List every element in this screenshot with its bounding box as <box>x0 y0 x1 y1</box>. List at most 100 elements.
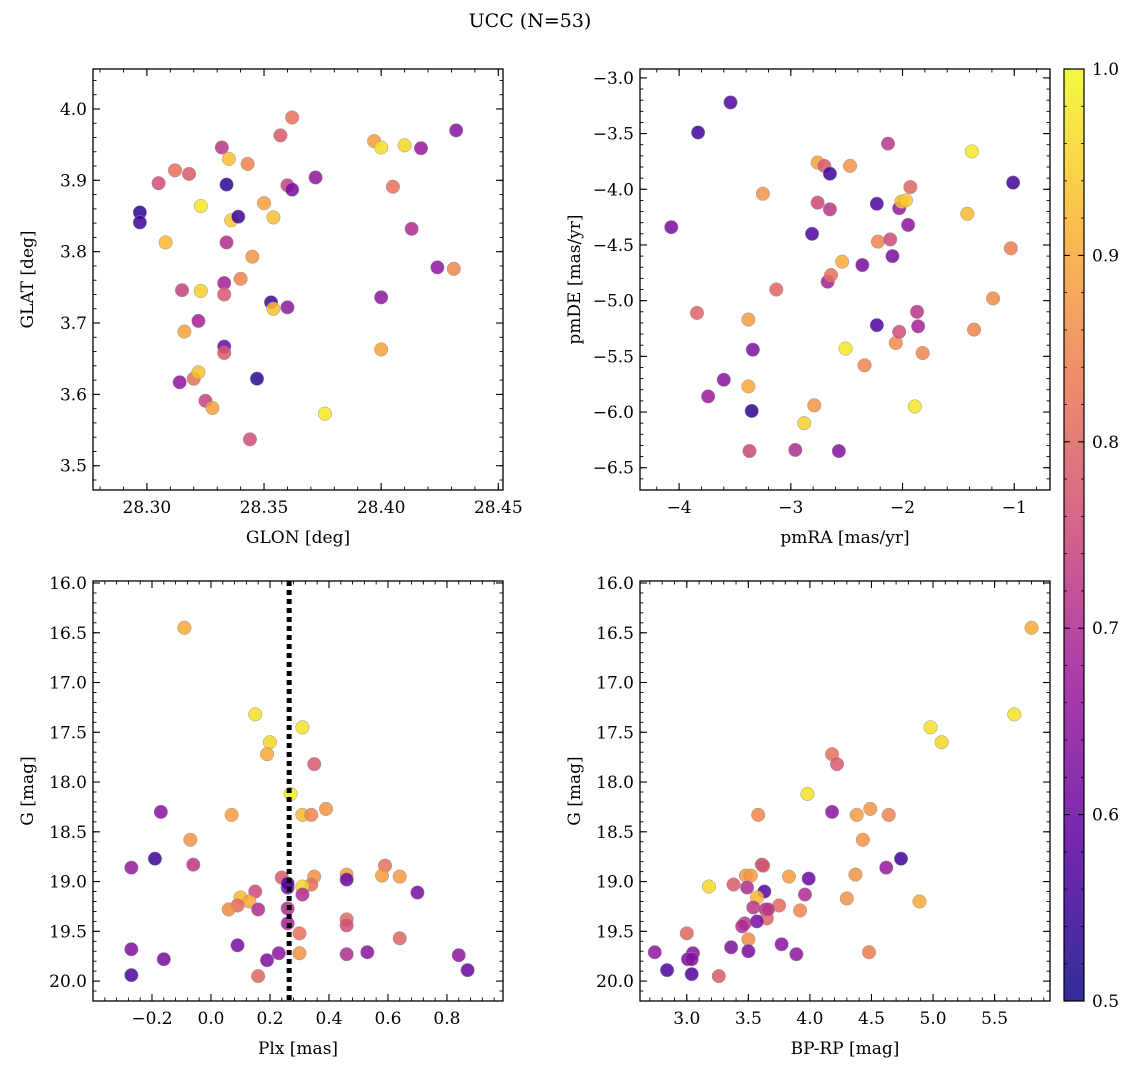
y-tick-label: 16.5 <box>596 624 634 644</box>
scatter-point <box>883 232 898 247</box>
scatter-point <box>960 206 975 221</box>
y-tick-label: 3.7 <box>60 314 87 334</box>
y-tick-label: 19.0 <box>49 873 87 893</box>
scatter-point <box>193 283 208 298</box>
scatter-point <box>259 747 275 762</box>
scatter-point <box>449 123 464 138</box>
scatter-point <box>233 271 248 286</box>
x-tick-label: 5.5 <box>981 1009 1008 1029</box>
scatter-point <box>849 807 864 822</box>
scatter-point <box>807 398 822 413</box>
scatter-point <box>855 257 870 273</box>
scatter-point <box>966 322 982 337</box>
x-tick-label: 28.30 <box>123 498 172 518</box>
scatter-point <box>174 283 190 298</box>
scatter-points <box>664 95 1021 459</box>
panel-1: 28.30 28.35 28.40 28.45 3.5 3.6 3.7 3.8 3.9 4.0 GL… <box>18 68 523 548</box>
x-axis-label: GLON [deg] <box>246 528 350 548</box>
y-tick-label: 3.6 <box>60 385 87 405</box>
colorbar-tick-label: 0.8 <box>1092 433 1119 453</box>
scatter-point <box>822 166 837 181</box>
scatter-point <box>684 952 699 967</box>
x-tick-label: 3.5 <box>735 1009 762 1029</box>
y-tick-label: −3.0 <box>593 69 634 89</box>
x-tick-label: −0.2 <box>131 1009 172 1029</box>
scatter-point <box>214 140 229 155</box>
colorbar-tick-label: 0.6 <box>1092 806 1119 826</box>
scatter-point <box>793 903 808 918</box>
colorbar-gradient <box>1063 68 1085 1002</box>
y-tick-label: 16.0 <box>49 574 87 594</box>
y-tick-label: 16.5 <box>49 624 87 644</box>
scatter-point <box>741 379 756 394</box>
scatter-point <box>769 282 784 297</box>
scatter-point <box>898 193 913 208</box>
scatter-point <box>295 720 310 735</box>
scatter-point <box>745 342 760 357</box>
scatter-point <box>788 442 803 457</box>
scatter-point <box>221 151 236 166</box>
x-tick-label: 0.8 <box>433 1009 460 1029</box>
scatter-point <box>262 735 278 750</box>
scatter-point <box>285 182 300 197</box>
scatter-point <box>385 179 400 194</box>
scatter-point <box>374 140 389 155</box>
scatter-point <box>701 879 716 894</box>
x-tick-label: 28.40 <box>357 498 406 518</box>
scatter-point <box>217 345 232 361</box>
scatter-point <box>248 707 263 722</box>
y-tick-label: −5.0 <box>593 292 634 312</box>
scatter-point <box>907 399 922 414</box>
y-axis-label: GLAT [deg] <box>18 230 38 328</box>
scatter-point <box>755 186 770 201</box>
colorbar-tick-label: 0.5 <box>1092 992 1119 1012</box>
y-tick-label: 20.0 <box>49 972 87 992</box>
scatter-point <box>741 932 756 947</box>
y-tick-label: 3.5 <box>60 457 87 477</box>
scatter-point <box>318 801 334 816</box>
scatter-point <box>172 375 187 390</box>
colorbar-tick-label: 1.0 <box>1092 60 1119 80</box>
y-tick-label: 18.5 <box>596 823 634 843</box>
scatter-point <box>292 946 307 961</box>
y-tick-label: −5.5 <box>593 347 634 367</box>
scatter-point <box>842 158 858 173</box>
y-tick-label: 17.0 <box>596 674 634 694</box>
scatter-point <box>186 857 201 872</box>
y-tick-label: 4.0 <box>60 100 87 120</box>
scatter-points <box>132 110 464 447</box>
scatter-point <box>410 885 425 900</box>
scatter-point <box>266 210 281 225</box>
scatter-point <box>242 432 258 447</box>
scatter-point <box>191 313 206 328</box>
scatter-point <box>810 195 825 210</box>
scatter-point <box>177 620 192 635</box>
scatter-point <box>689 305 705 320</box>
scatter-point <box>304 807 319 822</box>
scatter-point <box>838 341 853 356</box>
x-axis-label: BP-RP [mag] <box>791 1039 900 1059</box>
scatter-point <box>804 226 820 241</box>
scatter-point <box>822 202 837 217</box>
scatter-point <box>374 342 389 357</box>
scatter-point <box>153 804 168 819</box>
scatter-point <box>375 868 390 883</box>
x-tick-label: 0.4 <box>315 1009 342 1029</box>
y-tick-label: −3.5 <box>593 125 634 145</box>
scatter-point <box>413 141 429 156</box>
x-tick-label: 28.35 <box>240 498 289 518</box>
scatter-point <box>911 319 926 334</box>
y-tick-label: −6.0 <box>593 403 634 423</box>
x-tick-label: 28.45 <box>474 498 523 518</box>
scatter-point <box>848 867 863 882</box>
scatter-point <box>224 807 239 822</box>
scatter-point <box>934 735 949 750</box>
panel-3: −0.2 0.0 0.2 0.4 0.6 0.8 16.0 16.5 17.0 17.5 18.0 1… <box>18 574 504 1059</box>
scatter-point <box>723 95 738 110</box>
scatter-point <box>151 176 166 191</box>
scatter-point <box>726 877 741 892</box>
scatter-point <box>740 880 755 895</box>
scatter-point <box>691 125 706 140</box>
scatter-point <box>869 196 884 211</box>
